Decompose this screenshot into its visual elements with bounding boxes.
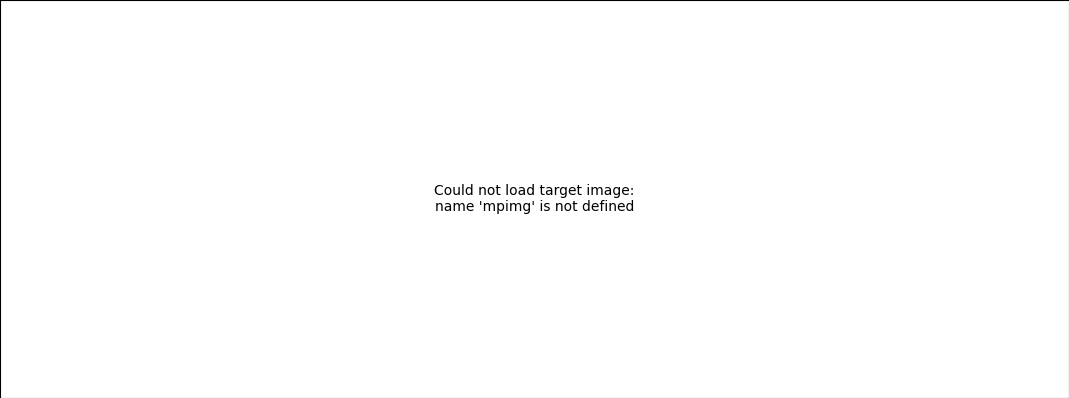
Text: Could not load target image:
name 'mpimg' is not defined: Could not load target image: name 'mpimg… <box>434 184 635 214</box>
